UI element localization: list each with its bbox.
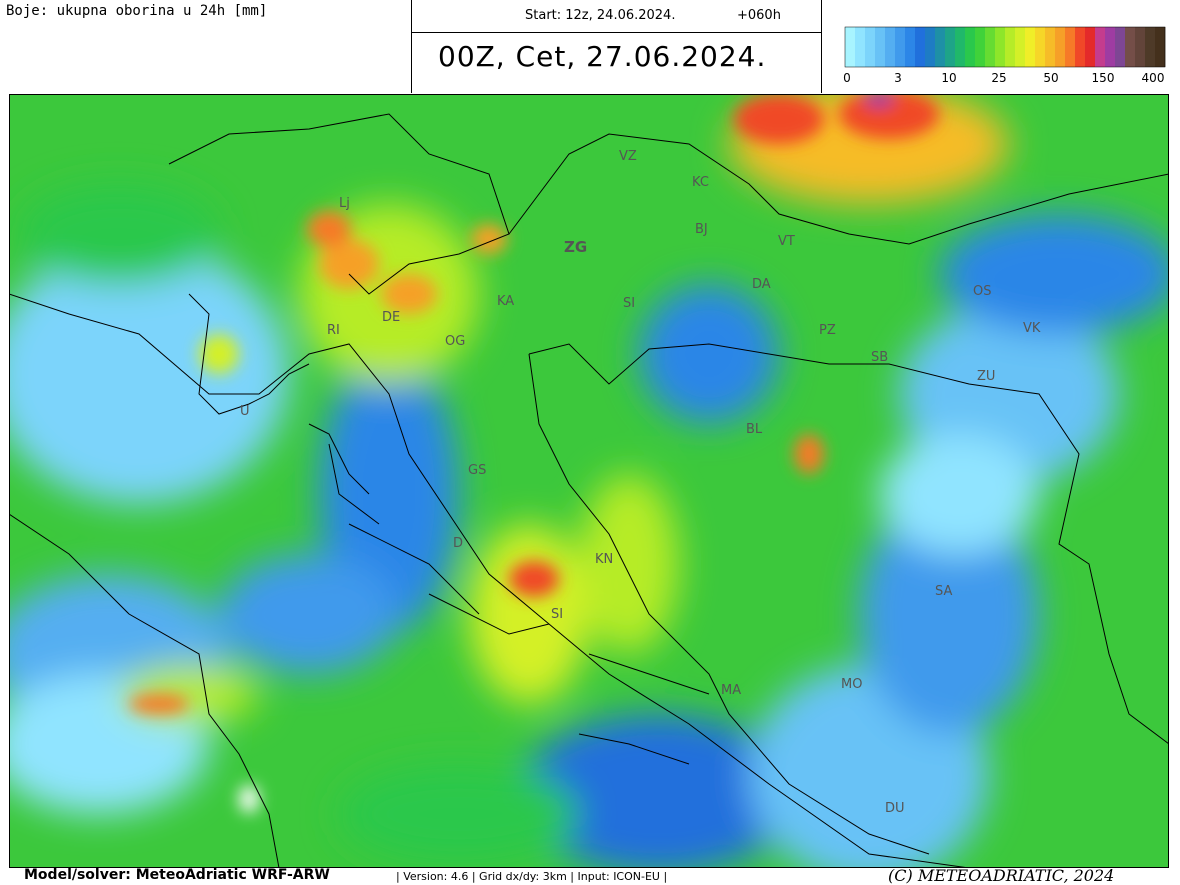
- place-label: DU: [885, 801, 905, 816]
- place-label: RI: [327, 323, 340, 338]
- color-swatch: [895, 27, 906, 67]
- start-time: Start: 12z, 24.06.2024.: [525, 8, 676, 23]
- colorbar: 0 3 10 25 50 150 400: [843, 26, 1166, 85]
- borders: [9, 113, 1169, 868]
- colorbar-frame: [844, 26, 1166, 68]
- place-label: ZU: [977, 369, 995, 384]
- place-label: ZG: [564, 238, 587, 256]
- colorbar-tick-label: 150: [1092, 71, 1115, 85]
- colorbar-tick-label: 3: [894, 71, 902, 85]
- place-label: Lj: [339, 196, 350, 211]
- color-swatch: [875, 27, 886, 67]
- color-swatch: [855, 27, 866, 67]
- color-swatch: [935, 27, 946, 67]
- place-label: VK: [1023, 321, 1041, 336]
- color-swatch: [905, 27, 916, 67]
- color-swatch: [995, 27, 1006, 67]
- header-box: Start: 12z, 24.06.2024. +060h 00Z, Cet, …: [411, 0, 822, 93]
- model-info: Model/solver: MeteoAdriatic WRF-ARW: [24, 867, 330, 883]
- colorbar-tick-label: 10: [941, 71, 956, 85]
- color-swatch: [865, 27, 876, 67]
- color-swatch: [1035, 27, 1046, 67]
- colorbar-tick-label: 400: [1142, 71, 1165, 85]
- color-swatch: [1135, 27, 1146, 67]
- place-label: OG: [445, 334, 465, 349]
- place-label: GS: [468, 463, 486, 478]
- place-label: SB: [871, 350, 888, 365]
- color-swatch: [1065, 27, 1076, 67]
- precipitation-field: Lj ZG VZ KC BJ VT DA KA SI DE OG RI OS VK PZ SB ZU BL GS D K…: [9, 94, 1169, 868]
- color-swatch: [1115, 27, 1126, 67]
- color-swatch: [1145, 27, 1156, 67]
- lead-time: +060h: [737, 8, 781, 23]
- place-label: PZ: [819, 323, 836, 338]
- place-label: VT: [778, 234, 795, 249]
- color-swatch: [1085, 27, 1096, 67]
- place-label: MO: [841, 677, 862, 692]
- valid-time: 00Z, Cet, 27.06.2024.: [438, 40, 767, 73]
- place-label: KA: [497, 294, 514, 309]
- colorbar-tick-label: 25: [991, 71, 1006, 85]
- color-swatch: [945, 27, 956, 67]
- place-label: DE: [382, 310, 400, 325]
- color-swatch: [1155, 27, 1166, 67]
- place-label: BL: [746, 422, 763, 437]
- color-swatch: [885, 27, 896, 67]
- place-label: SA: [935, 584, 952, 599]
- place-label: SI: [623, 296, 635, 311]
- color-swatch: [1025, 27, 1036, 67]
- place-label: OS: [973, 284, 991, 299]
- color-swatch: [955, 27, 966, 67]
- place-labels: Lj ZG VZ KC BJ VT DA KA SI DE OG RI OS VK PZ SB ZU BL GS D K…: [240, 149, 1041, 816]
- color-swatch: [1075, 27, 1086, 67]
- place-label: DA: [752, 277, 771, 292]
- color-swatch: [845, 27, 856, 67]
- color-swatch: [1095, 27, 1106, 67]
- color-swatch: [975, 27, 986, 67]
- color-swatch: [965, 27, 976, 67]
- color-swatch: [1005, 27, 1016, 67]
- place-label: D: [453, 536, 463, 551]
- color-swatch: [1015, 27, 1026, 67]
- colorbar-tick-label: 50: [1043, 71, 1058, 85]
- map: Lj ZG VZ KC BJ VT DA KA SI DE OG RI OS VK PZ SB ZU BL GS D K…: [9, 94, 1169, 868]
- divider: [412, 32, 821, 33]
- place-label: SI: [551, 607, 563, 622]
- color-swatch: [925, 27, 936, 67]
- run-info: | Version: 4.6 | Grid dx/dy: 3km | Input…: [396, 870, 668, 883]
- color-swatch: [1125, 27, 1136, 67]
- color-swatch: [1045, 27, 1056, 67]
- color-swatch: [915, 27, 926, 67]
- place-label: MA: [721, 683, 741, 698]
- place-label: U: [240, 404, 250, 419]
- color-swatch: [985, 27, 996, 67]
- colorbar-tick-label: 0: [843, 71, 851, 85]
- place-label: BJ: [695, 222, 708, 237]
- place-label: KC: [692, 175, 709, 190]
- field-label: Boje: ukupna oborina u 24h [mm]: [6, 3, 268, 19]
- map-frame: [9, 94, 1169, 868]
- place-label: KN: [595, 552, 613, 567]
- color-swatch: [1055, 27, 1066, 67]
- copyright: (C) METEOADRIATIC, 2024: [888, 866, 1115, 885]
- place-label: VZ: [619, 149, 637, 164]
- color-swatch: [1105, 27, 1116, 67]
